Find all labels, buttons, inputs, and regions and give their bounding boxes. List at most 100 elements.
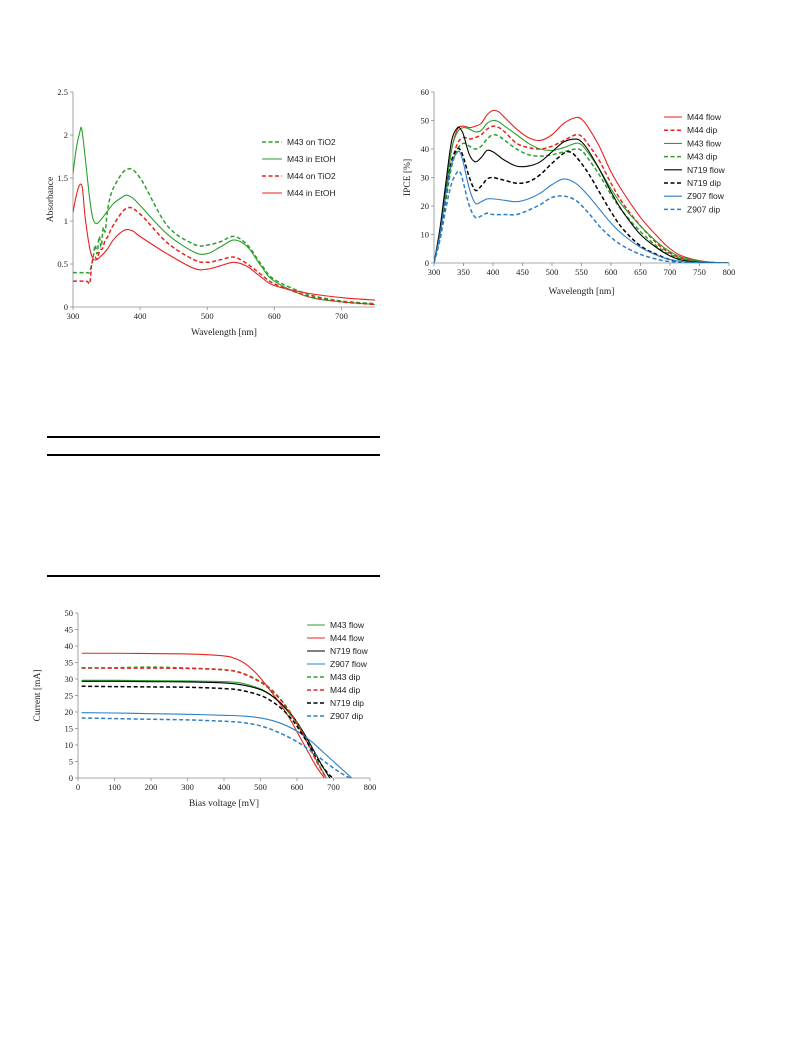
y-tick-label: 15 bbox=[65, 724, 74, 734]
series-line-m43-in-etoh bbox=[73, 126, 375, 305]
x-tick-label: 600 bbox=[291, 782, 304, 792]
x-tick-label: 800 bbox=[364, 782, 377, 792]
series-line-n719-flow bbox=[81, 680, 331, 778]
series-line-n719-flow bbox=[434, 126, 729, 263]
legend-label: N719 flow bbox=[330, 646, 369, 656]
legend-label: Z907 dip bbox=[330, 711, 363, 721]
y-tick-label: 20 bbox=[421, 201, 430, 211]
y-tick-label: 0.5 bbox=[57, 259, 68, 269]
x-tick-label: 300 bbox=[428, 267, 441, 277]
series-line-n719-dip bbox=[434, 147, 729, 263]
x-tick-label: 300 bbox=[67, 311, 80, 321]
series-line-m44-dip bbox=[434, 125, 729, 263]
series-line-m44-on-tio2 bbox=[73, 206, 375, 306]
y-axis-label: Current [mA] bbox=[33, 670, 43, 722]
y-tick-label: 60 bbox=[421, 87, 430, 97]
x-tick-label: 700 bbox=[335, 311, 348, 321]
x-tick-label: 550 bbox=[575, 267, 588, 277]
y-tick-label: 2 bbox=[64, 130, 68, 140]
y-axis-label: IPCE [%] bbox=[403, 159, 413, 196]
series-line-m43-on-tio2 bbox=[73, 167, 375, 305]
legend-label: M43 flow bbox=[330, 620, 365, 630]
y-tick-label: 30 bbox=[421, 173, 430, 183]
y-tick-label: 10 bbox=[65, 740, 74, 750]
series-line-n719-dip bbox=[81, 685, 334, 778]
x-tick-label: 400 bbox=[487, 267, 500, 277]
x-axis-label: Wavelength [nm] bbox=[549, 287, 615, 297]
x-axis-label: Bias voltage [mV] bbox=[189, 799, 259, 809]
y-tick-label: 5 bbox=[69, 757, 73, 767]
series-line-m43-flow bbox=[81, 679, 327, 778]
y-tick-label: 1 bbox=[64, 216, 68, 226]
legend-label: N719 dip bbox=[687, 178, 721, 188]
x-tick-label: 800 bbox=[723, 267, 736, 277]
y-tick-label: 20 bbox=[65, 707, 74, 717]
x-tick-label: 450 bbox=[516, 267, 529, 277]
legend-label: Z907 flow bbox=[330, 659, 368, 669]
y-tick-label: 45 bbox=[65, 625, 74, 635]
y-tick-label: 25 bbox=[65, 691, 74, 701]
legend-label: M43 on TiO2 bbox=[287, 137, 336, 147]
x-tick-label: 600 bbox=[605, 267, 618, 277]
x-axis-label: Wavelength [nm] bbox=[191, 328, 257, 338]
legend-label: M43 flow bbox=[687, 138, 722, 148]
y-tick-label: 40 bbox=[421, 144, 430, 154]
legend-label: Z907 dip bbox=[687, 204, 720, 214]
series-line-m43-dip bbox=[434, 133, 729, 263]
y-tick-label: 35 bbox=[65, 658, 74, 668]
y-tick-label: 2.5 bbox=[57, 87, 68, 97]
absorbance-chart: 300 400 500 600 700 0 0.5 1 1.5 2 2.5 Wavelength [n… bbox=[46, 87, 375, 338]
x-tick-label: 300 bbox=[181, 782, 194, 792]
x-tick-label: 100 bbox=[108, 782, 121, 792]
x-tick-label: 500 bbox=[546, 267, 559, 277]
x-tick-label: 650 bbox=[634, 267, 647, 277]
series-line-m44-dip bbox=[81, 667, 327, 778]
x-tick-label: 750 bbox=[693, 267, 706, 277]
table-header-rule bbox=[47, 454, 380, 456]
series-line-m43-dip bbox=[81, 666, 327, 778]
legend-label: M44 flow bbox=[330, 633, 365, 643]
series-line-m44-flow bbox=[81, 652, 325, 778]
legend-label: Z907 flow bbox=[687, 191, 725, 201]
y-tick-label: 40 bbox=[65, 641, 74, 651]
table-top-rule bbox=[47, 436, 380, 438]
series-line-m44-in-etoh bbox=[73, 183, 375, 301]
x-tick-label: 700 bbox=[327, 782, 340, 792]
series-line-z907-flow bbox=[81, 712, 353, 778]
legend-label: M43 dip bbox=[687, 152, 718, 162]
x-tick-label: 500 bbox=[201, 311, 214, 321]
x-tick-label: 200 bbox=[145, 782, 158, 792]
legend-label: M43 in EtOH bbox=[287, 154, 336, 164]
legend-label: M44 in EtOH bbox=[287, 188, 336, 198]
x-tick-label: 350 bbox=[457, 267, 470, 277]
x-tick-label: 700 bbox=[664, 267, 677, 277]
legend-label: N719 flow bbox=[687, 165, 726, 175]
legend-label: M44 dip bbox=[687, 125, 718, 135]
y-tick-label: 30 bbox=[65, 674, 74, 684]
x-tick-label: 600 bbox=[268, 311, 281, 321]
y-tick-label: 50 bbox=[65, 608, 74, 618]
legend-label: N719 dip bbox=[330, 698, 364, 708]
ipce-chart: 300 350 400 450 500 550 600 650 700 750 800 0 10 20 30… bbox=[403, 87, 736, 297]
series-line-m43-flow bbox=[434, 119, 729, 263]
y-tick-label: 0 bbox=[69, 773, 73, 783]
x-tick-label: 500 bbox=[254, 782, 267, 792]
y-tick-label: 0 bbox=[425, 258, 429, 268]
legend-label: M43 dip bbox=[330, 672, 361, 682]
y-tick-label: 0 bbox=[64, 302, 68, 312]
legend-label: M44 flow bbox=[687, 112, 722, 122]
series-line-z907-dip bbox=[81, 717, 351, 778]
table-bottom-rule bbox=[47, 575, 380, 577]
y-tick-label: 1.5 bbox=[57, 173, 68, 183]
legend-label: M44 dip bbox=[330, 685, 361, 695]
x-tick-label: 400 bbox=[218, 782, 231, 792]
current-voltage-chart: 0 100 200 300 400 500 600 700 800 0 5 10 15 20 25 30 35 4… bbox=[33, 608, 377, 809]
x-tick-label: 0 bbox=[76, 782, 80, 792]
y-tick-label: 50 bbox=[421, 116, 430, 126]
series-line-z907-dip bbox=[434, 170, 729, 263]
x-tick-label: 400 bbox=[134, 311, 147, 321]
y-tick-label: 10 bbox=[421, 230, 430, 240]
y-axis-label: Absorbance bbox=[46, 177, 56, 222]
series-line-m44-flow bbox=[434, 109, 729, 263]
series-line-z907-flow bbox=[434, 150, 729, 263]
